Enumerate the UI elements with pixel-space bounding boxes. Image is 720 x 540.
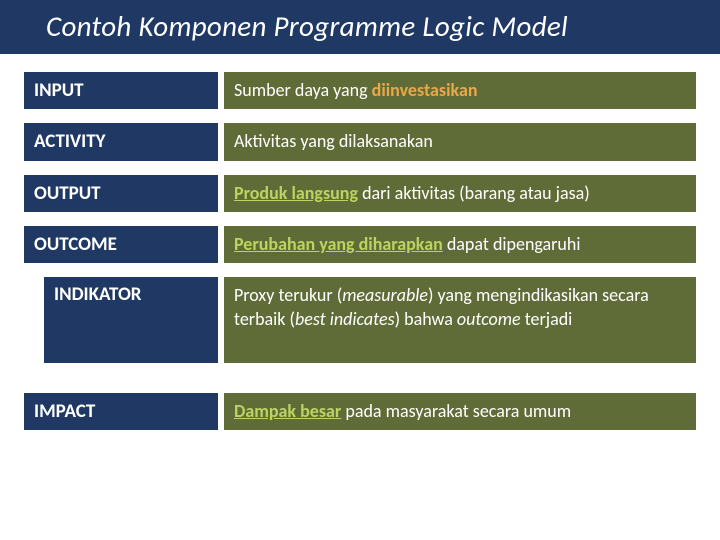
indikator-outcome: outcome — [457, 308, 521, 330]
desc-input-prefix: Sumber daya yang — [234, 79, 372, 101]
row-input: INPUT Sumber daya yang diinvestasikan — [24, 72, 696, 109]
label-activity: ACTIVITY — [24, 123, 218, 160]
indikator-em1: measurable — [342, 284, 428, 306]
label-outcome: OUTCOME — [24, 226, 218, 263]
desc-outcome: Perubahan yang diharapkan dapat dipengar… — [224, 226, 696, 263]
row-activity: ACTIVITY Aktivitas yang dilaksanakan — [24, 123, 696, 160]
desc-impact-highlight: Dampak besar — [234, 400, 341, 422]
desc-input-highlight: diinvestasikan — [372, 79, 478, 101]
desc-output-suffix: dari aktivitas (barang atau jasa) — [358, 182, 590, 204]
desc-impact-suffix: pada masyarakat secara umum — [341, 400, 571, 422]
row-output: OUTPUT Produk langsung dari aktivitas (b… — [24, 175, 696, 212]
desc-outcome-highlight: Perubahan yang diharapkan — [234, 233, 443, 255]
indikator-p1: Proxy terukur ( — [234, 284, 342, 306]
slide-title: Contoh Komponen Programme Logic Model — [0, 0, 720, 54]
row-indikator: INDIKATOR Proxy terukur (measurable) yan… — [24, 277, 696, 363]
label-input: INPUT — [24, 72, 218, 109]
row-impact: IMPACT Dampak besar pada masyarakat seca… — [24, 393, 696, 430]
indikator-p4: terjadi — [521, 308, 573, 330]
desc-input: Sumber daya yang diinvestasikan — [224, 72, 696, 109]
content-area: INPUT Sumber daya yang diinvestasikan AC… — [0, 54, 720, 430]
label-indikator: INDIKATOR — [44, 277, 218, 363]
desc-outcome-suffix: dapat dipengaruhi — [443, 233, 581, 255]
desc-activity: Aktivitas yang dilaksanakan — [224, 123, 696, 160]
indikator-em2: best indicates — [295, 308, 395, 330]
indikator-p3: ) bahwa — [395, 308, 457, 330]
desc-output: Produk langsung dari aktivitas (barang a… — [224, 175, 696, 212]
label-impact: IMPACT — [24, 393, 218, 430]
desc-indikator: Proxy terukur (measurable) yang mengindi… — [224, 277, 696, 363]
desc-impact: Dampak besar pada masyarakat secara umum — [224, 393, 696, 430]
row-outcome: OUTCOME Perubahan yang diharapkan dapat … — [24, 226, 696, 263]
label-output: OUTPUT — [24, 175, 218, 212]
desc-output-highlight: Produk langsung — [234, 182, 358, 204]
